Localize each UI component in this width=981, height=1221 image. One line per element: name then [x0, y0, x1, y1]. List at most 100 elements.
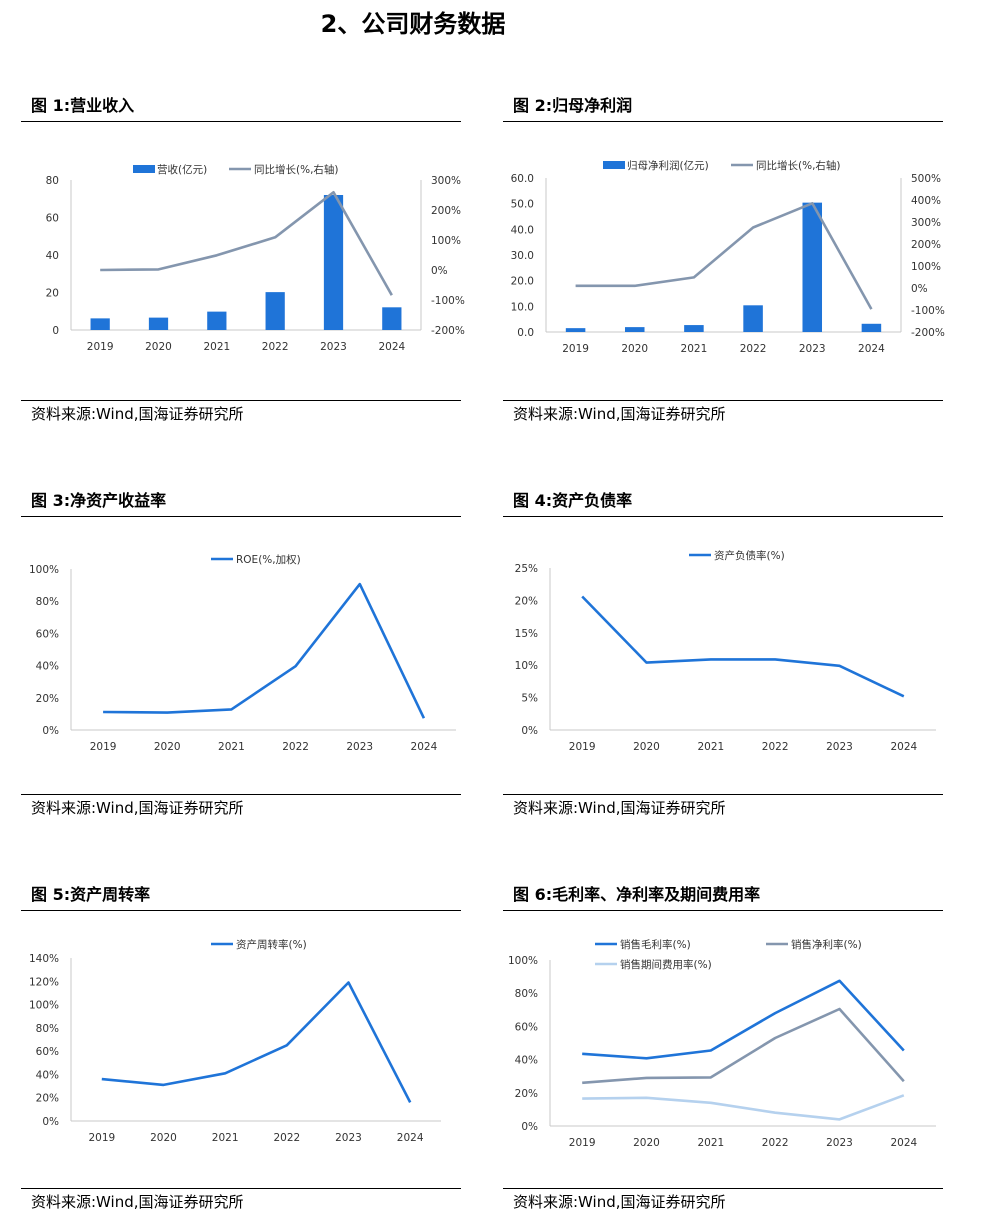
title-rule — [503, 910, 943, 911]
legend-label: 同比增长(%,右轴) — [756, 159, 841, 172]
x-tick-label: 2019 — [569, 741, 596, 753]
x-tick-label: 2020 — [633, 741, 660, 753]
y-tick-label: 40% — [515, 1055, 538, 1067]
y-tick-label: 20% — [36, 693, 59, 705]
bar — [148, 317, 169, 330]
y-tick-label: 0.0 — [517, 327, 534, 339]
y-tick-label: 0% — [42, 725, 59, 737]
x-tick-label: 2024 — [890, 741, 917, 753]
legend-label: 营收(亿元) — [157, 163, 207, 176]
y-tick-label: 40.0 — [511, 224, 534, 236]
x-tick-label: 2021 — [681, 343, 708, 355]
x-tick-label: 2024 — [411, 741, 438, 753]
debt-ratio-chart: 0% 5% 10% 15% 20% 25% 2019 2020 2021 2022 2023 2024… — [515, 549, 936, 753]
y-tick-label: 50.0 — [511, 199, 534, 211]
figure-3: 图 3:净资产收益率 0% 20% 40% 60% 80% 100% 2019 2020 202… — [21, 487, 461, 817]
x-tick-label: 2022 — [762, 1137, 789, 1149]
series-line — [582, 979, 905, 1060]
legend-label: 资产周转率(%) — [236, 938, 307, 951]
y-tick-label: 80 — [46, 175, 59, 187]
y2-tick-label: -200% — [431, 325, 465, 337]
y-tick-label: 20% — [36, 1093, 59, 1105]
figure-source: 资料来源:Wind,国海证券研究所 — [513, 405, 726, 423]
legend-label: 销售净利率(%) — [791, 938, 862, 951]
x-tick-label: 2022 — [282, 741, 309, 753]
x-tick-label: 2024 — [858, 343, 885, 355]
source-rule — [21, 794, 461, 795]
figure-source: 资料来源:Wind,国海证券研究所 — [31, 405, 244, 423]
legend-label: 销售期间费用率(%) — [620, 958, 712, 971]
x-tick-label: 2022 — [273, 1132, 300, 1144]
y-tick-label: 60% — [36, 628, 59, 640]
y-tick-label: 20.0 — [511, 276, 534, 288]
x-tick-label: 2020 — [150, 1132, 177, 1144]
figure-1: 图 1:营业收入 0 20 40 60 80 -200% -100% 0% 100% 200% 30… — [21, 92, 465, 423]
x-tick-label: 2020 — [145, 341, 172, 353]
x-tick-label: 2023 — [826, 741, 853, 753]
title-rule — [21, 910, 461, 911]
y-tick-label: 60 — [46, 213, 59, 225]
y-tick-label: 100% — [29, 564, 59, 576]
bar — [861, 323, 882, 332]
y-tick-label: 5% — [521, 693, 538, 705]
y2-tick-label: 400% — [911, 195, 941, 207]
series-line — [103, 582, 426, 719]
revenue-chart: 0 20 40 60 80 -200% -100% 0% 100% 200% 300% 2019 202… — [46, 163, 465, 353]
x-tick-label: 2021 — [212, 1132, 239, 1144]
y2-tick-label: -100% — [911, 305, 945, 317]
margin-chart: 0% 20% 40% 60% 80% 100% 2019 2020 2021 2022 2023 20… — [508, 938, 936, 1149]
x-tick-label: 2024 — [890, 1137, 917, 1149]
title-rule — [21, 121, 461, 122]
y-tick-label: 140% — [29, 953, 59, 965]
y-tick-label: 40% — [36, 1069, 59, 1081]
title-rule — [21, 516, 461, 517]
bar — [684, 325, 704, 332]
y-tick-label: 80% — [515, 988, 538, 1000]
source-rule — [503, 400, 943, 401]
y2-tick-label: 300% — [431, 175, 461, 187]
y-tick-label: 20% — [515, 595, 538, 607]
y-tick-label: 0% — [521, 1121, 538, 1133]
title-rule — [503, 516, 943, 517]
x-tick-label: 2019 — [562, 343, 589, 355]
source-rule — [503, 794, 943, 795]
bar — [90, 318, 110, 330]
legend-label: 资产负债率(%) — [714, 549, 785, 562]
x-tick-label: 2023 — [799, 343, 826, 355]
series-line — [575, 202, 873, 310]
x-tick-label: 2022 — [740, 343, 767, 355]
y-tick-label: 40% — [36, 661, 59, 673]
x-tick-label: 2019 — [569, 1137, 596, 1149]
y-tick-label: 40 — [46, 250, 59, 262]
figure-2: 图 2:归母净利润 0.0 10.0 20.0 30.0 40.0 50.0 60.0 -20… — [503, 92, 945, 423]
y-tick-label: 0% — [42, 1116, 59, 1128]
bar — [802, 202, 823, 332]
x-tick-label: 2024 — [378, 341, 405, 353]
source-rule — [503, 1188, 943, 1189]
y-tick-label: 10% — [515, 660, 538, 672]
bar — [743, 305, 763, 332]
figure-title: 图 1:营业收入 — [31, 96, 135, 115]
figure-title: 图 4:资产负债率 — [513, 491, 633, 510]
x-tick-label: 2020 — [621, 343, 648, 355]
series-line — [582, 1094, 905, 1121]
source-rule — [21, 400, 461, 401]
y2-tick-label: 200% — [911, 239, 941, 251]
y-tick-label: 20 — [46, 288, 59, 300]
y-tick-label: 60% — [36, 1046, 59, 1058]
legend-swatch — [603, 161, 625, 169]
bar — [565, 328, 586, 332]
y-tick-label: 30.0 — [511, 250, 534, 262]
x-tick-label: 2019 — [90, 741, 117, 753]
x-tick-label: 2022 — [762, 741, 789, 753]
y2-tick-label: 200% — [431, 205, 461, 217]
x-tick-label: 2021 — [203, 341, 230, 353]
source-rule — [21, 1188, 461, 1189]
y-tick-label: 100% — [29, 1000, 59, 1012]
legend-label: 销售毛利率(%) — [620, 938, 691, 951]
y2-tick-label: -100% — [431, 295, 465, 307]
x-tick-label: 2021 — [218, 741, 245, 753]
figure-title: 图 6:毛利率、净利率及期间费用率 — [513, 885, 761, 904]
figure-source: 资料来源:Wind,国海证券研究所 — [513, 1193, 726, 1211]
y2-tick-label: 100% — [431, 235, 461, 247]
